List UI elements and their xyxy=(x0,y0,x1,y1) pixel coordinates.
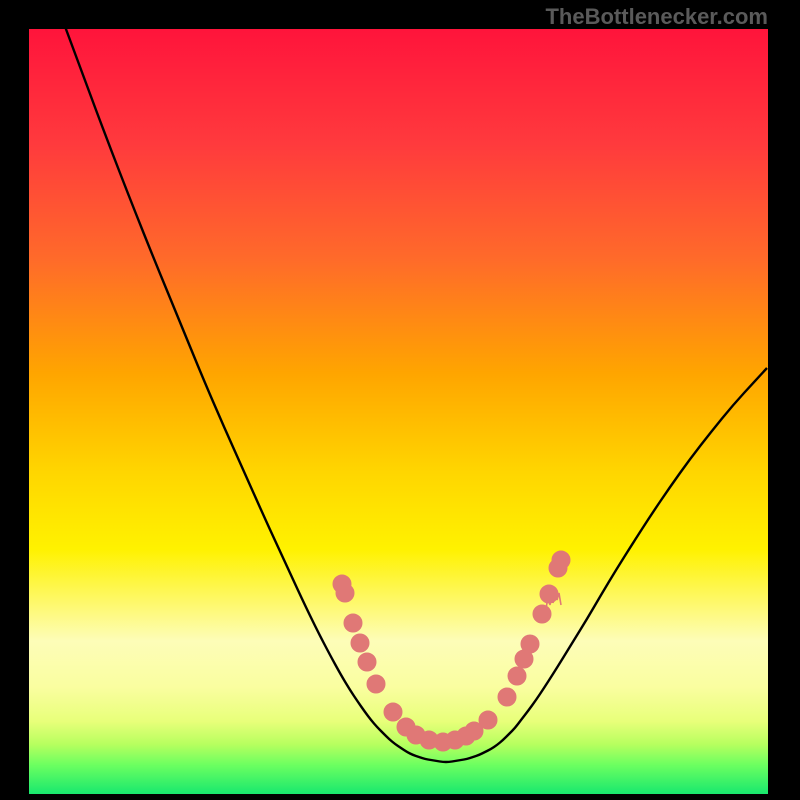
curve-marker xyxy=(384,703,402,721)
curve-marker xyxy=(508,667,526,685)
curve-marker xyxy=(479,711,497,729)
chart-svg xyxy=(0,0,800,800)
curve-marker xyxy=(533,605,551,623)
curve-marker xyxy=(521,635,539,653)
curve-markers xyxy=(333,551,570,751)
curve-marker xyxy=(498,688,516,706)
outer-frame: TheBottlenecker.com xyxy=(0,0,800,800)
curve-marker xyxy=(552,551,570,569)
bottleneck-curve xyxy=(60,13,767,762)
watermark-text: TheBottlenecker.com xyxy=(545,4,768,30)
curve-marker xyxy=(351,634,369,652)
curve-marker xyxy=(344,614,362,632)
curve-marker xyxy=(336,584,354,602)
curve-marker xyxy=(358,653,376,671)
curve-marker xyxy=(367,675,385,693)
curve-marker xyxy=(540,585,558,603)
